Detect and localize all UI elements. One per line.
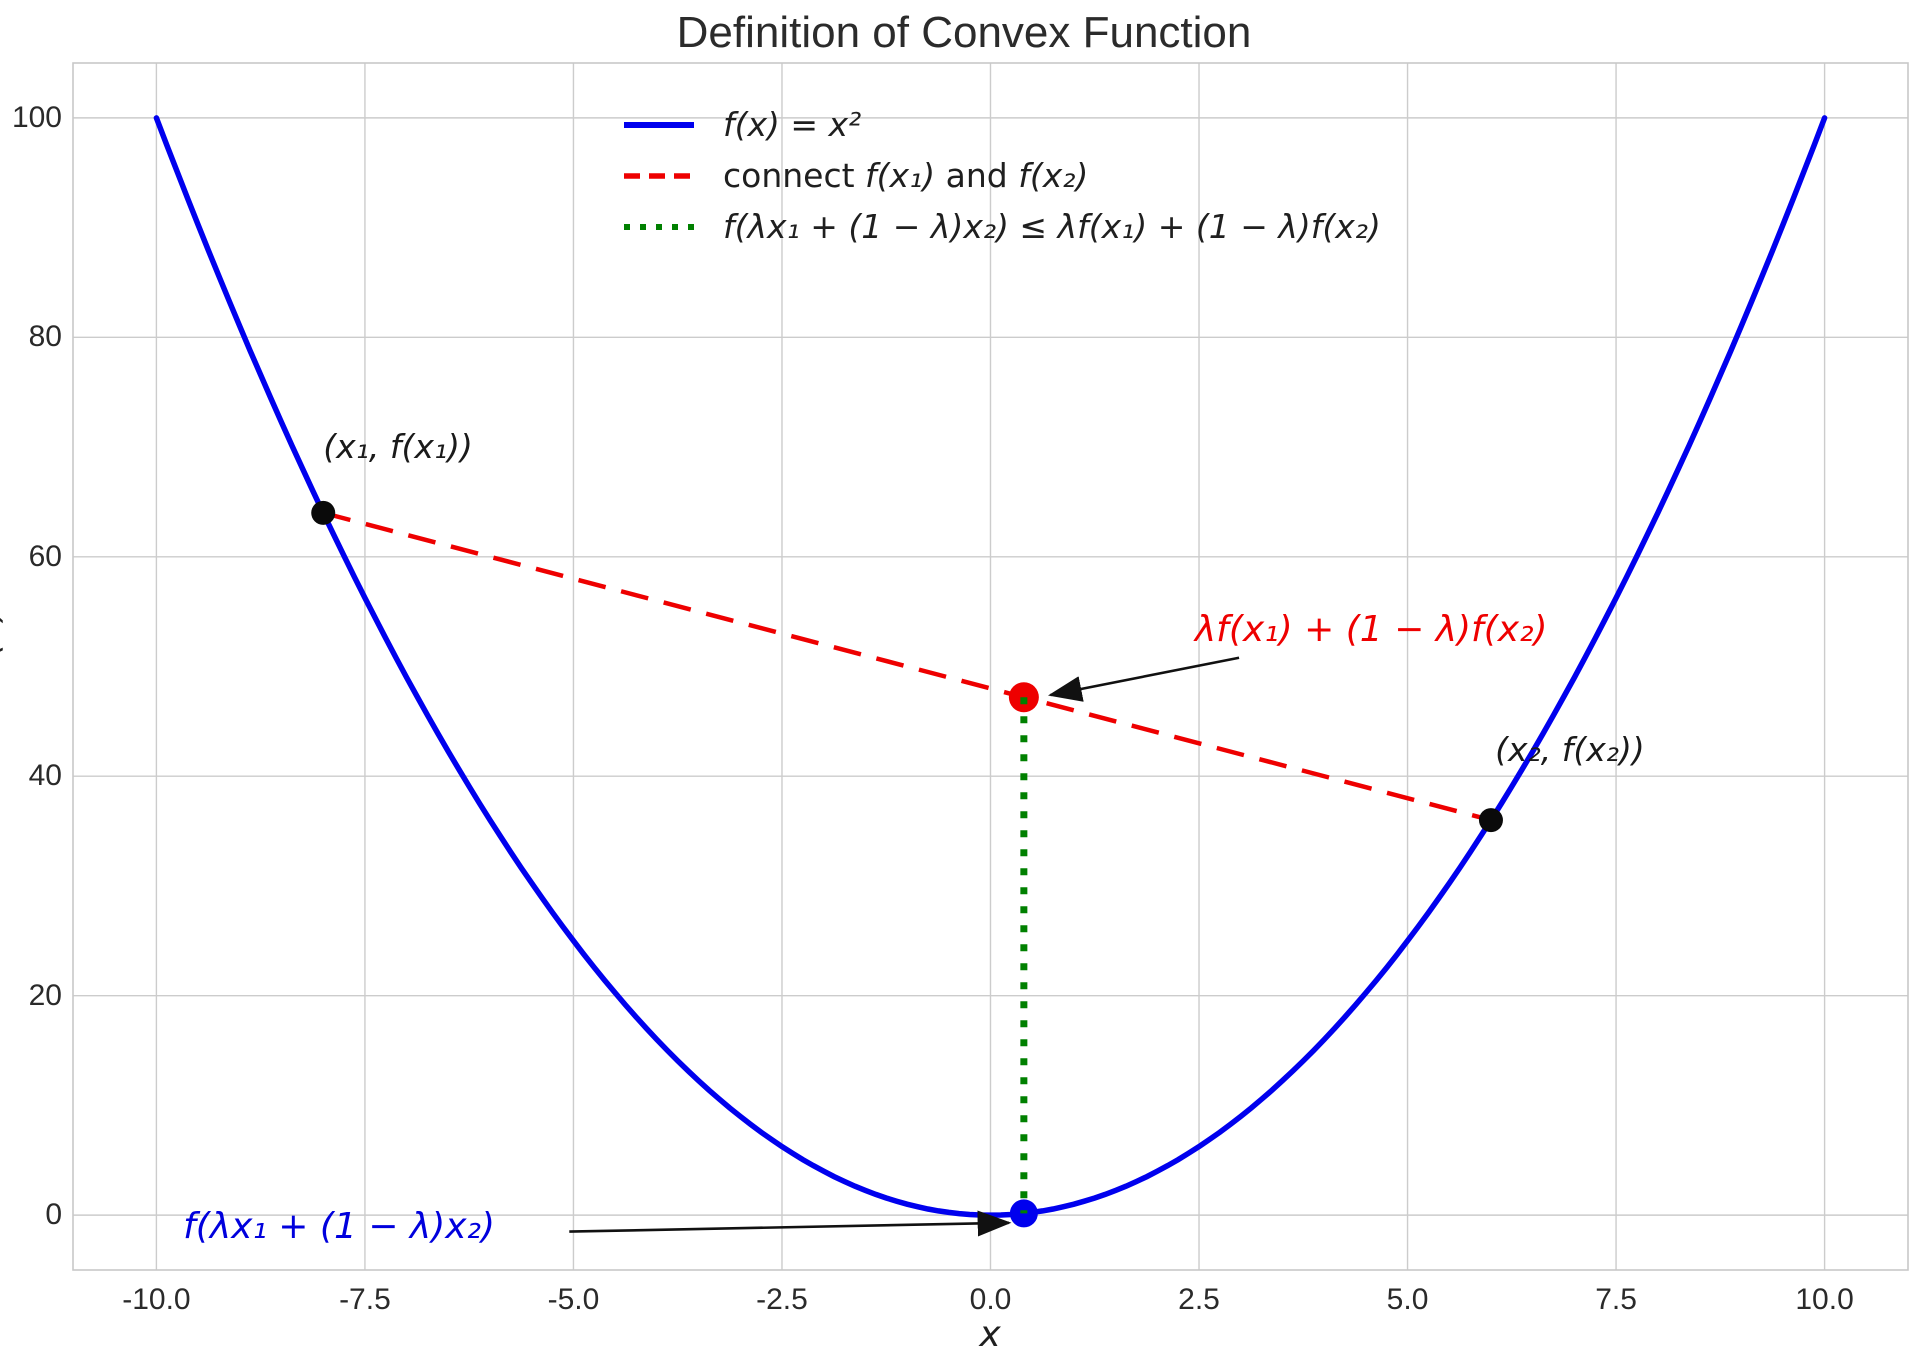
dotted-green-line-swatch [624,223,694,230]
y-tick-label: 20 [28,978,62,1012]
y-tick-label: 80 [28,320,62,354]
solid-blue-line-swatch [624,121,694,128]
point-x1 [311,500,336,525]
annotation-arrow-chord-value [1048,656,1240,702]
legend-item-chord: connect f(x₁) and f(x₂) [622,150,1381,201]
y-tick-label: 40 [28,759,62,793]
x-tick-label: 7.5 [1595,1283,1637,1316]
legend-label-curve: f(x) = x² [723,105,862,144]
legend-label-chord: connect f(x₁) and f(x₂) [723,156,1089,195]
legend: f(x) = x² connect f(x₁) and f(x₂) f(λx₁ … [622,99,1381,252]
curve-value-annotation: f(λx₁ + (1 − λ)x₂) [183,1206,496,1248]
chord-value-annotation: λf(x₁) + (1 − λ)f(x₂) [1194,609,1548,651]
x-tick-label: -7.5 [339,1283,391,1316]
chart-title: Definition of Convex Function [676,8,1252,57]
y-tick-label: 100 [11,100,62,134]
annotation-arrow-curve-value [569,1210,1012,1237]
point-x2 [1478,808,1503,833]
x-tick-label: -10.0 [122,1283,191,1316]
x-tick-label: 10.0 [1795,1283,1854,1316]
y-tick-label: 60 [28,539,62,573]
plot-border [72,62,1909,1271]
legend-item-inequality: f(λx₁ + (1 − λ)x₂) ≤ λf(x₁) + (1 − λ)f(x… [622,201,1381,252]
y-axis-label: f(x) [0,606,7,670]
point-label-x2: (x₂, f(x₂)) [1495,730,1645,770]
x-tick-label: 5.0 [1386,1283,1429,1316]
x-tick-label: 2.5 [1178,1283,1220,1316]
legend-label-inequality: f(λx₁ + (1 − λ)x₂) ≤ λf(x₁) + (1 − λ)f(x… [723,207,1381,246]
x-tick-label: -2.5 [756,1283,808,1316]
x-tick-label: -5.0 [547,1283,600,1316]
chord-line [322,510,1492,823]
point-label-x1: (x₁, f(x₁)) [323,427,473,467]
x-axis-label: x [979,1314,1001,1355]
x-tick-label: 0.0 [969,1283,1012,1316]
legend-item-curve: f(x) = x² [622,99,1381,150]
y-tick-label: 0 [45,1198,62,1232]
dashed-red-line-swatch [624,172,694,179]
